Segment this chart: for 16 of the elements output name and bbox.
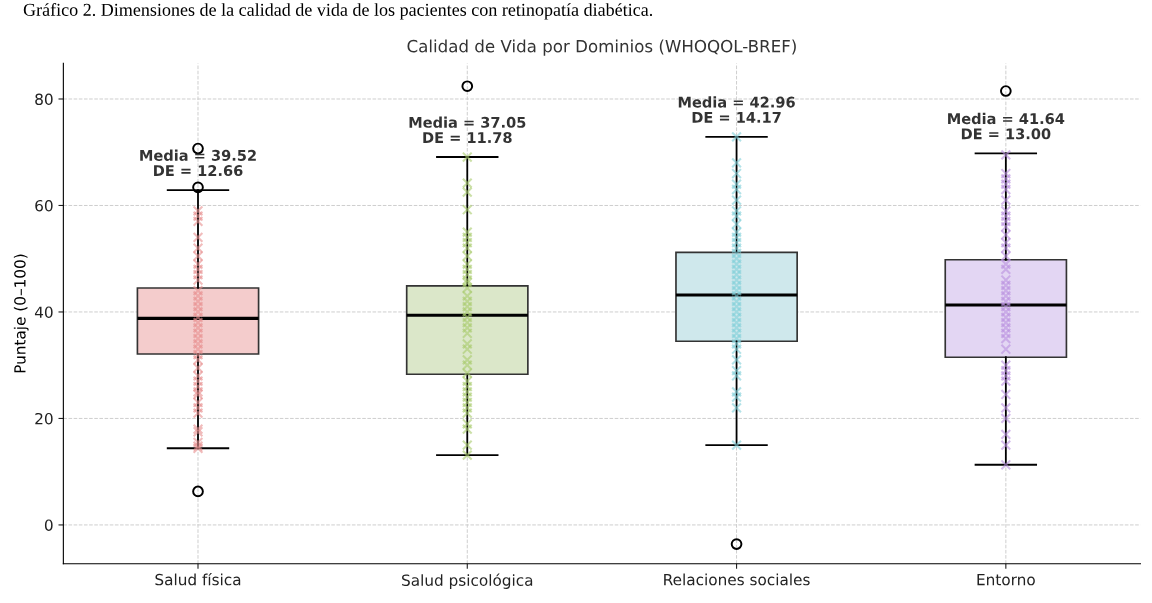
annotation: Media = 42.96 DE = 14.17 bbox=[678, 96, 795, 123]
x-tick-label: Relaciones sociales bbox=[664, 573, 810, 586]
y-tick-label: 0 bbox=[44, 519, 53, 531]
annotation: Media = 41.64 DE = 13.00 bbox=[948, 112, 1065, 140]
chart-subtitle: Calidad de Vida por Dominios (WHOQOL-BREF) bbox=[407, 39, 796, 56]
annotation: Media = 39.52 DE = 12.66 bbox=[140, 149, 256, 177]
y-tick-label: 20 bbox=[35, 412, 53, 425]
x-tick-label: Salud psicológica bbox=[402, 573, 533, 589]
y-tick-label: 40 bbox=[34, 306, 53, 318]
y-axis-title: Puntaje (0–100) bbox=[13, 254, 29, 373]
y-tick-label: 80 bbox=[35, 93, 53, 106]
chart-title: Gráfico 2. Dimensiones de la calidad de vida de los pacientes con retinopatía diabética. bbox=[23, 3, 653, 20]
y-tick-label: 60 bbox=[35, 199, 53, 212]
annotation: Media = 37.05 DE = 11.78 bbox=[409, 116, 526, 144]
x-tick-label: Salud física bbox=[155, 572, 241, 586]
x-tick-label: Entorno bbox=[977, 574, 1035, 586]
